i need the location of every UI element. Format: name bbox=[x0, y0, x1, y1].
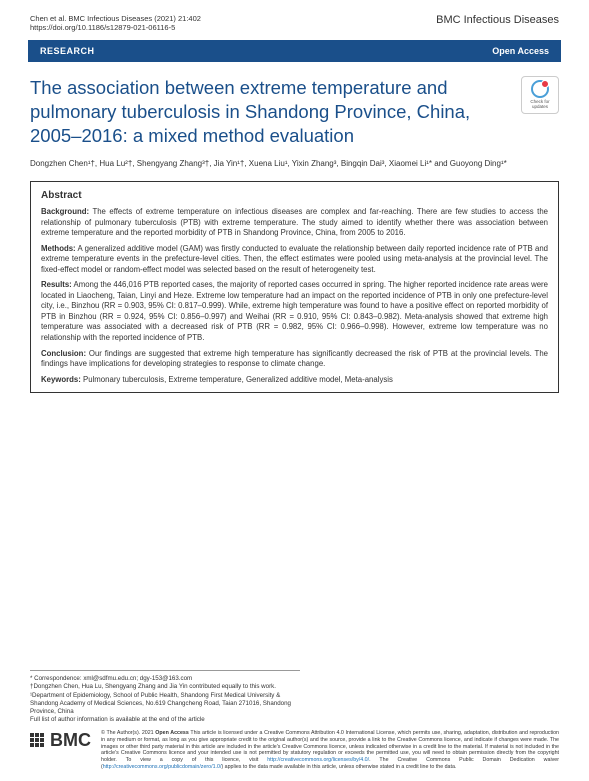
footnotes: * Correspondence: xml@sdfmu.edu.cn; dgy-… bbox=[30, 670, 300, 723]
abstract-background: Background: The effects of extreme tempe… bbox=[41, 207, 548, 239]
conclusion-text: Our findings are suggested that extreme … bbox=[41, 349, 548, 369]
abstract-conclusion: Conclusion: Our findings are suggested t… bbox=[41, 349, 548, 370]
license-link1[interactable]: http://creativecommons.org/licenses/by/4… bbox=[267, 757, 369, 763]
keywords-line: Keywords: Pulmonary tuberculosis, Extrem… bbox=[41, 375, 548, 384]
citation-line1: Chen et al. BMC Infectious Diseases (202… bbox=[30, 14, 201, 23]
background-label: Background: bbox=[41, 207, 89, 216]
doi-link[interactable]: https://doi.org/10.1186/s12879-021-06116… bbox=[30, 23, 201, 32]
keywords-label: Keywords: bbox=[41, 375, 81, 384]
license-text: © The Author(s). 2021 Open Access This a… bbox=[101, 730, 559, 771]
check-updates-badge[interactable]: Check for updates bbox=[521, 76, 559, 114]
abstract-methods: Methods: A generalized additive model (G… bbox=[41, 244, 548, 276]
title-block: The association between extreme temperat… bbox=[0, 62, 589, 158]
license-prefix: © The Author(s). 2021 bbox=[101, 730, 155, 736]
abstract-heading: Abstract bbox=[41, 190, 548, 201]
methods-text: A generalized additive model (GAM) was f… bbox=[41, 244, 548, 274]
citation-block: Chen et al. BMC Infectious Diseases (202… bbox=[30, 14, 201, 32]
abstract-results: Results: Among the 446,016 PTB reported … bbox=[41, 280, 548, 343]
article-title: The association between extreme temperat… bbox=[30, 76, 559, 148]
authors-list: Dongzhen Chen¹†, Hua Lu²†, Shengyang Zha… bbox=[0, 158, 589, 181]
updates-text: Check for updates bbox=[522, 100, 558, 110]
bmc-footer: BMC © The Author(s). 2021 Open Access Th… bbox=[30, 730, 559, 771]
open-access-label: Open Access bbox=[492, 46, 549, 56]
header-top: Chen et al. BMC Infectious Diseases (202… bbox=[0, 0, 589, 40]
footer: * Correspondence: xml@sdfmu.edu.cn; dgy-… bbox=[0, 670, 589, 781]
bmc-text: BMC bbox=[50, 730, 91, 751]
equal-contribution: †Dongzhen Chen, Hua Lu, Shengyang Zhang … bbox=[30, 683, 300, 691]
background-text: The effects of extreme temperature on in… bbox=[41, 207, 548, 237]
author-info-note: Full list of author information is avail… bbox=[30, 716, 300, 724]
bmc-logo: BMC bbox=[30, 730, 91, 751]
results-text: Among the 446,016 PTB reported cases, th… bbox=[41, 280, 548, 342]
keywords-text: Pulmonary tuberculosis, Extreme temperat… bbox=[81, 375, 393, 384]
affiliation: ¹Department of Epidemiology, School of P… bbox=[30, 692, 300, 716]
abstract-box: Abstract Background: The effects of extr… bbox=[30, 181, 559, 392]
crossmark-icon bbox=[531, 80, 549, 98]
license-link2[interactable]: http://creativecommons.org/publicdomain/… bbox=[103, 764, 222, 770]
license-open-access: Open Access bbox=[155, 730, 189, 736]
research-label: RESEARCH bbox=[40, 46, 95, 56]
license-end: ) applies to the data made available in … bbox=[221, 764, 456, 770]
correspondence: * Correspondence: xml@sdfmu.edu.cn; dgy-… bbox=[30, 675, 300, 683]
bmc-dots-icon bbox=[30, 733, 44, 747]
results-label: Results: bbox=[41, 280, 72, 289]
methods-label: Methods: bbox=[41, 244, 76, 253]
research-bar: RESEARCH Open Access bbox=[28, 40, 561, 62]
conclusion-label: Conclusion: bbox=[41, 349, 86, 358]
journal-name: BMC Infectious Diseases bbox=[436, 14, 559, 32]
